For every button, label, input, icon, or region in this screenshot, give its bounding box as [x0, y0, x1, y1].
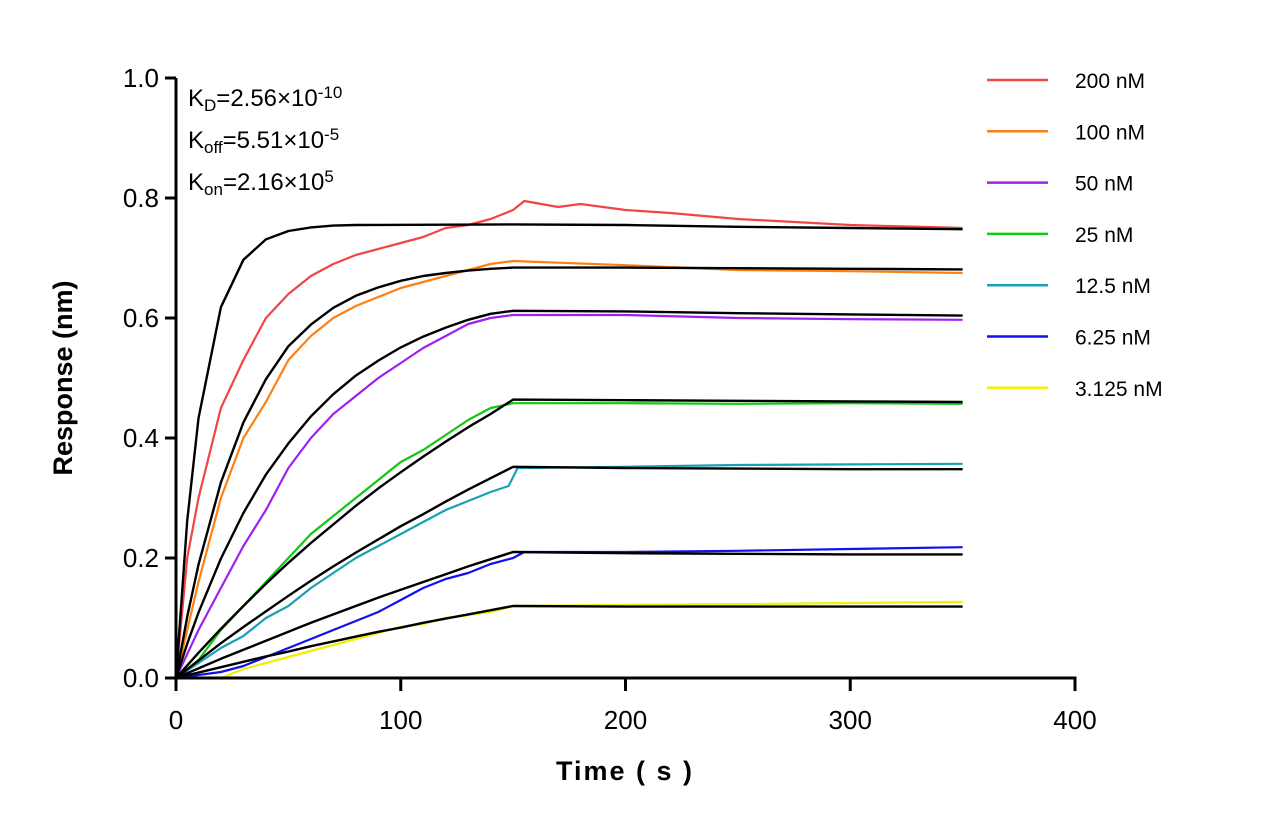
kinetic-constant-on: Kon=2.16×105 [188, 167, 334, 199]
y-axis-title: Response (nm) [48, 280, 78, 475]
constant-sup: 5 [324, 167, 333, 186]
y-tick-label: 0.8 [123, 183, 159, 213]
series-layer [174, 199, 963, 680]
x-tick-label: 300 [829, 705, 872, 735]
legend: 200 nM 100 nM 50 nM 25 nM 12.5 nM 6.25 nM 3.12… [987, 70, 1163, 401]
constant-sym: K [188, 85, 204, 112]
fit-line-12.5-nM [175, 465, 963, 679]
y-tick-label: 0.4 [123, 423, 159, 453]
fit-line-6.25-nM [175, 550, 963, 680]
x-tick-label: 400 [1053, 705, 1096, 735]
axes: 0 100 200 300 400 0.0 0.2 0.4 0.6 0.8 1.0 [123, 63, 1097, 735]
constant-sup: -5 [324, 125, 339, 144]
data-line-6.25-nM [175, 546, 963, 680]
legend-label: 200 nM [1075, 70, 1145, 93]
x-tick-label: 100 [379, 705, 422, 735]
legend-label: 100 nM [1075, 121, 1145, 144]
constant-sym: K [188, 169, 204, 196]
y-tick-label: 0.6 [123, 303, 159, 333]
fit-line-100-nM [174, 266, 963, 679]
fit-line-50-nM [174, 309, 963, 679]
x-axis-title: Time ( s ) [556, 756, 694, 786]
y-tick-label: 0.0 [123, 663, 159, 693]
constant-sub: off [204, 138, 223, 157]
constant-text: =2.56×10 [216, 85, 317, 112]
fit-line-200-nM [174, 223, 963, 679]
data-line-200-nM [174, 199, 963, 679]
data-line-25-nM [175, 402, 963, 679]
legend-label: 3.125 nM [1075, 378, 1163, 401]
y-tick-label: 1.0 [123, 63, 159, 93]
constant-sub: D [204, 96, 216, 115]
data-line-3.125-nM [176, 600, 963, 680]
kinetic-constant-D: KD=2.56×10-10 [188, 83, 342, 115]
x-tick-label: 0 [169, 705, 183, 735]
constant-sub: on [204, 180, 223, 199]
y-tick-label: 0.2 [123, 543, 159, 573]
constant-text: =2.16×10 [223, 169, 324, 196]
fit-line-25-nM [175, 398, 963, 679]
data-line-50-nM [175, 313, 963, 679]
constant-sym: K [188, 127, 204, 154]
data-line-100-nM [174, 259, 963, 679]
legend-label: 50 nM [1075, 173, 1133, 196]
constant-text: =5.51×10 [223, 127, 324, 154]
legend-label: 25 nM [1075, 224, 1133, 247]
legend-label: 12.5 nM [1075, 275, 1151, 298]
kinetic-constant-off: Koff=5.51×10-5 [188, 125, 339, 157]
legend-label: 6.25 nM [1075, 327, 1151, 350]
constant-sup: -10 [318, 83, 343, 102]
fit-line-3.125-nM [175, 604, 963, 680]
x-tick-label: 200 [604, 705, 647, 735]
